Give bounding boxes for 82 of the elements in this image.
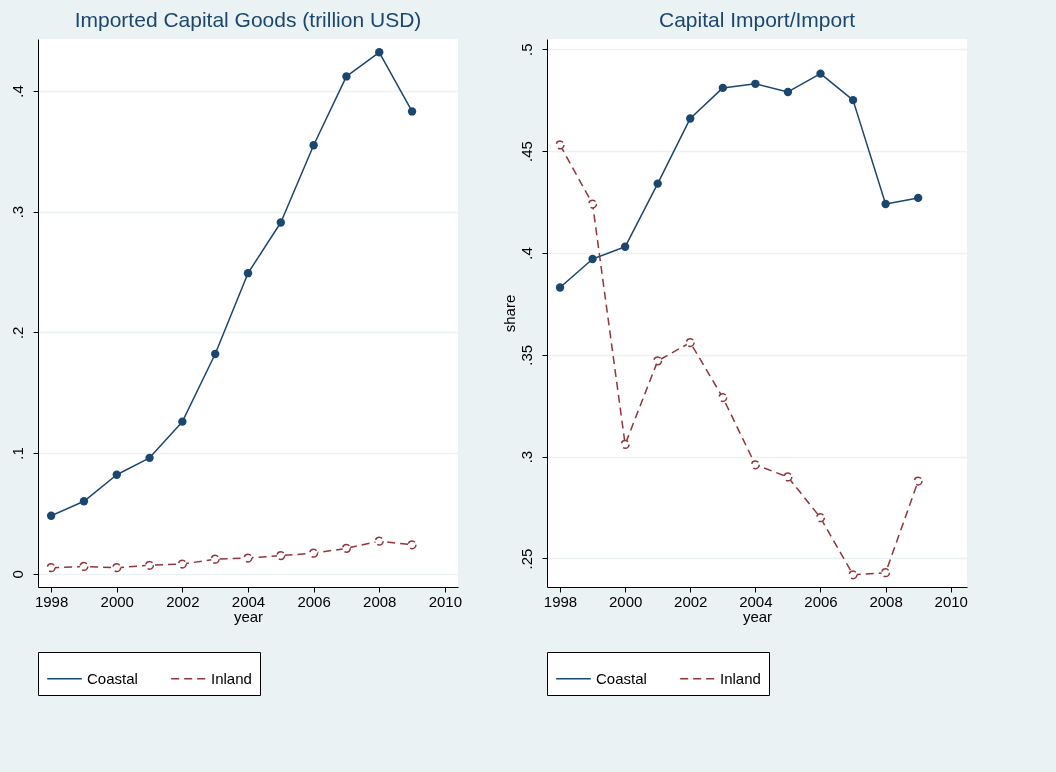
point: [588, 254, 597, 264]
x-tick-label: 2008: [869, 592, 903, 610]
point: [341, 543, 352, 553]
point: [374, 536, 384, 546]
point: [407, 107, 417, 116]
point: [881, 199, 890, 209]
point: [913, 476, 923, 486]
point: [309, 141, 318, 150]
point: [309, 548, 319, 558]
y-tick-label: .3: [517, 450, 535, 464]
point: [145, 453, 154, 463]
chart-title: Capital Import/Import: [658, 8, 856, 31]
x-tick-label: 2002: [166, 592, 200, 610]
legend-label: Inland: [211, 669, 252, 687]
x-tick-label: 2000: [608, 592, 643, 610]
point: [783, 472, 793, 482]
point: [880, 568, 891, 578]
x-tick-label: 2010: [428, 592, 463, 610]
point: [342, 72, 351, 81]
x-tick-label: 2004: [231, 592, 266, 610]
point: [177, 559, 187, 569]
x-tick-label: 2006: [804, 592, 838, 610]
point: [276, 551, 286, 561]
point: [815, 513, 826, 523]
point: [685, 337, 695, 348]
y-tick-label: .35: [517, 344, 535, 366]
x-tick-label: 2006: [297, 592, 331, 610]
point: [407, 540, 417, 550]
y-tick-label: 0: [8, 570, 26, 579]
point: [686, 114, 695, 123]
y-tick-label: .25: [517, 548, 535, 570]
point: [112, 470, 121, 479]
point: [751, 79, 760, 88]
chart-title: Imported Capital Goods (trillion USD): [74, 8, 422, 31]
point: [178, 417, 187, 426]
x-tick-label: 1998: [543, 592, 578, 610]
point: [913, 193, 923, 203]
y-tick-label: .4: [8, 85, 26, 98]
point: [587, 199, 598, 209]
x-tick-label: 2010: [934, 592, 968, 610]
y-tick-label: .5: [517, 43, 535, 56]
point: [653, 356, 663, 366]
point: [620, 439, 630, 450]
y-tick-label: .4: [517, 247, 535, 260]
y-tick-label: .45: [517, 141, 535, 162]
point: [718, 392, 728, 403]
point: [276, 218, 285, 227]
point: [112, 563, 122, 573]
point: [243, 553, 253, 563]
x-tick-label: 2008: [363, 592, 397, 610]
point: [243, 268, 253, 278]
x-tick-label: 1998: [34, 592, 69, 610]
point: [144, 560, 155, 570]
point: [46, 563, 56, 573]
y-tick-label: .3: [8, 205, 26, 219]
point: [210, 554, 220, 564]
point: [375, 48, 384, 57]
point: [211, 349, 220, 359]
point: [620, 242, 630, 251]
x-axis-title: year: [233, 607, 264, 625]
point: [653, 179, 662, 188]
legend-label: Coastal: [596, 669, 647, 687]
legend-label: Coastal: [87, 669, 138, 687]
point: [46, 511, 56, 520]
legend-label: Inland: [720, 669, 761, 687]
point: [555, 283, 565, 292]
point: [783, 87, 793, 97]
point: [750, 460, 760, 470]
point: [848, 570, 858, 580]
y-tick-label: .2: [8, 326, 26, 340]
x-tick-label: 2002: [674, 592, 708, 610]
point: [816, 69, 825, 78]
y-tick-label: .1: [8, 447, 26, 460]
point: [79, 561, 89, 572]
x-tick-label: 2004: [739, 592, 773, 610]
point: [718, 83, 727, 93]
x-tick-label: 2000: [100, 592, 134, 610]
point: [79, 497, 89, 506]
x-axis-title: year: [742, 607, 773, 625]
point: [555, 140, 565, 150]
y-axis-title: share: [500, 294, 518, 333]
point: [848, 95, 858, 105]
